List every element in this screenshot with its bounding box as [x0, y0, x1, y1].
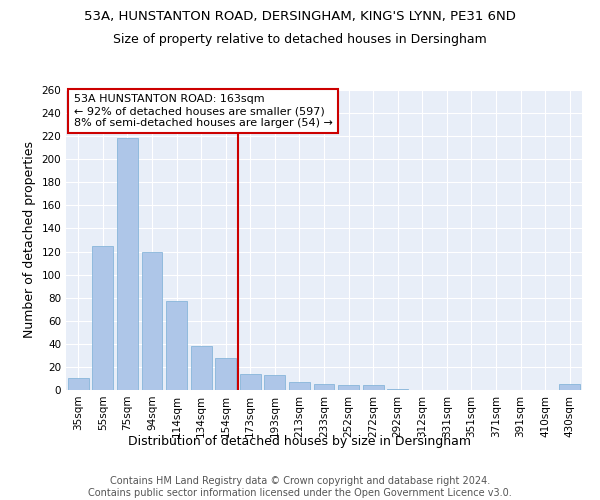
Bar: [362, 386, 383, 390]
Bar: [338, 386, 359, 390]
Bar: [289, 382, 310, 390]
Bar: [191, 346, 212, 390]
Bar: [265, 375, 286, 390]
Bar: [240, 374, 261, 390]
Bar: [117, 138, 138, 390]
Bar: [142, 252, 163, 390]
Text: Distribution of detached houses by size in Dersingham: Distribution of detached houses by size …: [128, 435, 472, 448]
Text: 53A HUNSTANTON ROAD: 163sqm
← 92% of detached houses are smaller (597)
8% of sem: 53A HUNSTANTON ROAD: 163sqm ← 92% of det…: [74, 94, 332, 128]
Bar: [314, 384, 334, 390]
Text: Contains HM Land Registry data © Crown copyright and database right 2024.
Contai: Contains HM Land Registry data © Crown c…: [88, 476, 512, 498]
Bar: [92, 246, 113, 390]
Text: 53A, HUNSTANTON ROAD, DERSINGHAM, KING'S LYNN, PE31 6ND: 53A, HUNSTANTON ROAD, DERSINGHAM, KING'S…: [84, 10, 516, 23]
Bar: [387, 389, 408, 390]
Bar: [166, 301, 187, 390]
Bar: [68, 378, 89, 390]
Text: Size of property relative to detached houses in Dersingham: Size of property relative to detached ho…: [113, 32, 487, 46]
Bar: [215, 358, 236, 390]
Bar: [559, 384, 580, 390]
Y-axis label: Number of detached properties: Number of detached properties: [23, 142, 36, 338]
